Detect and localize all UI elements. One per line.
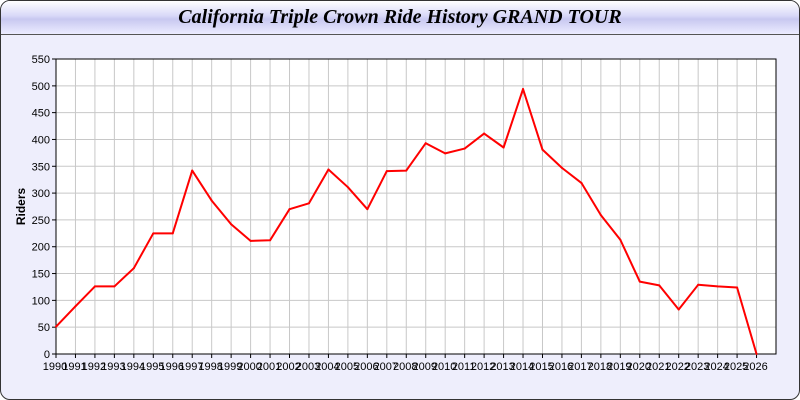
x-tick-label: 2022 (665, 361, 689, 373)
y-tick-label: 100 (32, 295, 50, 307)
data-point (677, 308, 680, 311)
data-point (619, 238, 622, 241)
data-point (385, 170, 388, 173)
x-tick-label: 1992 (82, 361, 106, 373)
y-tick-label: 350 (32, 161, 50, 173)
x-tick-label: 1990 (43, 361, 67, 373)
x-tick-label: 2012 (471, 361, 495, 373)
x-tick-label: 2005 (335, 361, 359, 373)
x-tick-label: 2011 (452, 361, 476, 373)
x-tick-label: 2002 (276, 361, 300, 373)
x-tick-label: 1991 (62, 361, 86, 373)
plot-border (55, 58, 777, 355)
y-tick-label: 150 (32, 269, 50, 281)
y-tick-label: 250 (32, 215, 50, 227)
x-tick-label: 2000 (237, 361, 261, 373)
x-tick-label: 1995 (140, 361, 164, 373)
data-point (307, 202, 310, 205)
x-tick-label: 1998 (198, 361, 222, 373)
data-point (191, 169, 194, 172)
data-point (269, 239, 272, 242)
y-tick-label: 0 (44, 349, 50, 361)
data-point (580, 181, 583, 184)
y-tick-label: 200 (32, 242, 50, 254)
x-tick-label: 1994 (121, 361, 145, 373)
data-point (444, 152, 447, 155)
data-point (288, 208, 291, 211)
title-bar: California Triple Crown Ride History GRA… (1, 1, 799, 35)
x-tick-label: 2019 (607, 361, 631, 373)
x-tick-label: 1999 (218, 361, 242, 373)
data-point (560, 166, 563, 169)
data-point (230, 223, 233, 226)
y-tick-label: 400 (32, 134, 50, 146)
data-point (638, 280, 641, 283)
x-tick-label: 2009 (412, 361, 436, 373)
x-tick-label: 2017 (568, 361, 592, 373)
x-tick-label: 2013 (490, 361, 514, 373)
x-tick-label: 2020 (627, 361, 651, 373)
data-point (74, 305, 77, 308)
x-tick-label: 2016 (549, 361, 573, 373)
y-axis-label: Riders (14, 188, 28, 226)
data-point (522, 88, 525, 91)
x-tick-label: 1997 (179, 361, 203, 373)
x-tick-label: 2025 (724, 361, 748, 373)
data-point (658, 284, 661, 287)
data-point (327, 168, 330, 171)
plot-area (56, 59, 776, 354)
data-point (502, 146, 505, 149)
y-tick-label: 50 (38, 322, 50, 334)
y-tick-label: 500 (32, 81, 50, 93)
x-tick-label: 2006 (354, 361, 378, 373)
x-tick-label: 1993 (101, 361, 125, 373)
data-point (716, 285, 719, 288)
y-tick-label: 300 (32, 188, 50, 200)
data-point (366, 208, 369, 211)
data-point (755, 353, 758, 355)
data-point (210, 199, 213, 202)
x-tick-label: 2015 (529, 361, 553, 373)
x-tick-label: 2024 (704, 361, 728, 373)
x-tick-label: 2018 (588, 361, 612, 373)
data-point (249, 239, 252, 242)
x-tick-label: 2008 (393, 361, 417, 373)
data-point (113, 285, 116, 288)
x-tick-label: 2007 (374, 361, 398, 373)
x-tick-label: 1996 (160, 361, 184, 373)
data-point (424, 142, 427, 145)
x-tick-label: 2004 (315, 361, 339, 373)
x-tick-label: 2023 (685, 361, 709, 373)
x-tick-label: 2001 (257, 361, 281, 373)
data-point (483, 132, 486, 135)
x-tick-label: 2021 (646, 361, 670, 373)
x-tick-label: 2010 (432, 361, 456, 373)
data-point (599, 214, 602, 217)
x-tick-label: 2003 (296, 361, 320, 373)
x-tick-label: 2014 (510, 361, 534, 373)
data-point (346, 186, 349, 189)
y-tick-label: 450 (32, 108, 50, 120)
data-point (405, 169, 408, 172)
data-point (697, 283, 700, 286)
y-tick-label: 550 (32, 54, 50, 66)
chart-title: California Triple Crown Ride History GRA… (178, 6, 622, 28)
data-point (541, 148, 544, 151)
x-tick-label: 2026 (743, 361, 767, 373)
data-point (55, 325, 57, 328)
data-point (152, 232, 155, 235)
data-point (736, 286, 739, 289)
data-point (132, 267, 135, 270)
data-point (93, 285, 96, 288)
data-point (171, 232, 174, 235)
data-point (463, 147, 466, 150)
